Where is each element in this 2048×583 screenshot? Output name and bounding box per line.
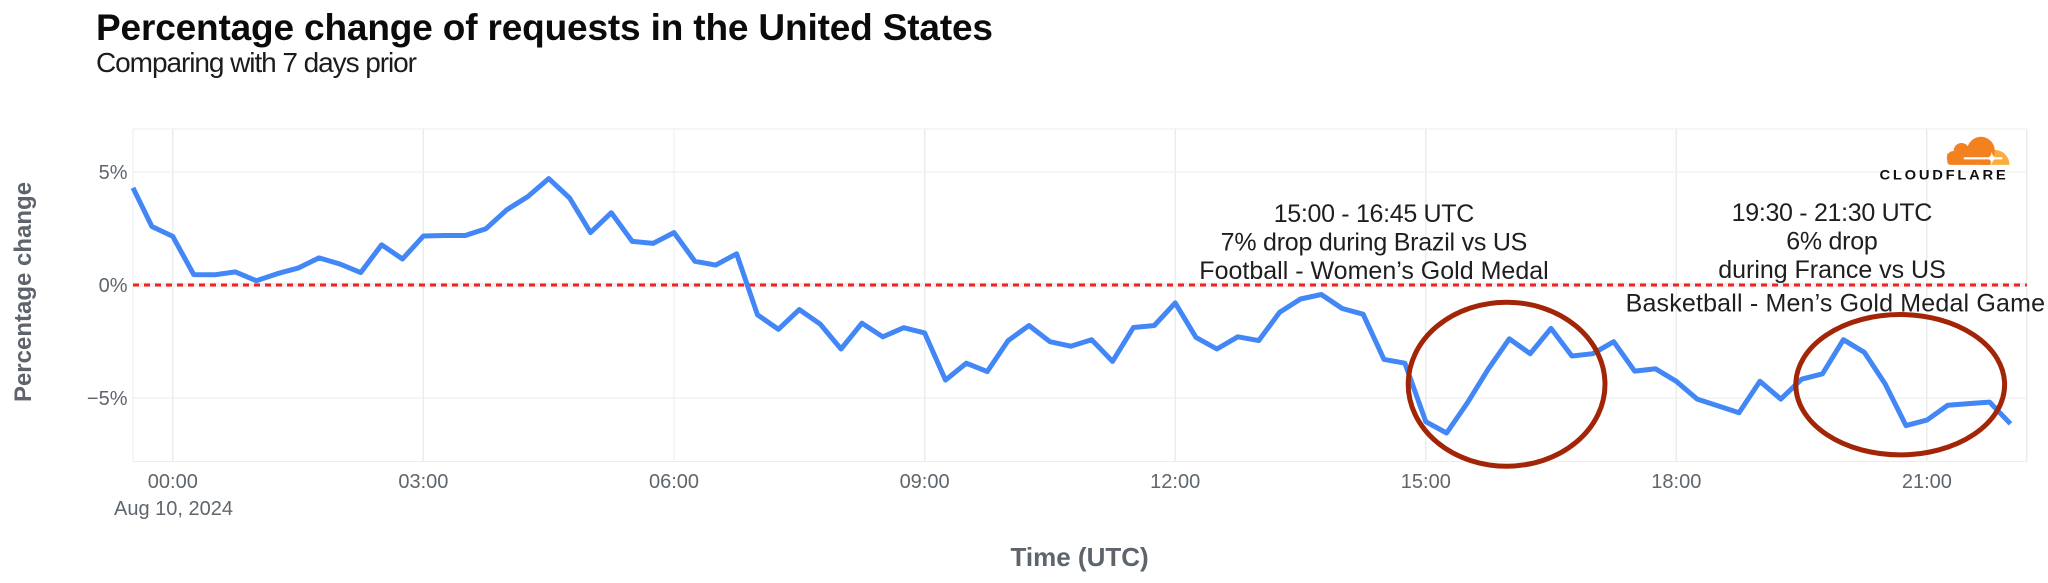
- svg-text:00:00: 00:00: [148, 471, 198, 493]
- svg-text:5%: 5%: [99, 162, 128, 184]
- svg-text:Percentage change of requests: Percentage change of requests in the Uni…: [96, 7, 993, 48]
- svg-text:CLOUDFLARE: CLOUDFLARE: [1880, 167, 2009, 182]
- svg-text:0%: 0%: [99, 275, 128, 297]
- svg-text:Football - Women’s Gold Medal: Football - Women’s Gold Medal: [1199, 257, 1548, 285]
- svg-text:09:00: 09:00: [900, 471, 950, 493]
- svg-text:7% drop during Brazil vs US: 7% drop during Brazil vs US: [1221, 229, 1528, 257]
- svg-text:6% drop: 6% drop: [1786, 228, 1878, 256]
- svg-text:Aug 10, 2024: Aug 10, 2024: [114, 498, 233, 520]
- svg-text:03:00: 03:00: [398, 471, 448, 493]
- svg-text:15:00 - 16:45 UTC: 15:00 - 16:45 UTC: [1274, 200, 1475, 228]
- svg-text:15:00: 15:00: [1401, 471, 1451, 493]
- svg-text:21:00: 21:00: [1902, 471, 1952, 493]
- svg-text:12:00: 12:00: [1150, 471, 1200, 493]
- svg-text:Percentage change: Percentage change: [10, 182, 37, 402]
- svg-text:18:00: 18:00: [1651, 471, 1701, 493]
- svg-text:19:30 - 21:30 UTC: 19:30 - 21:30 UTC: [1732, 199, 1933, 227]
- svg-text:06:00: 06:00: [649, 471, 699, 493]
- svg-text:Time (UTC): Time (UTC): [1010, 542, 1148, 572]
- svg-text:−5%: −5%: [87, 388, 128, 410]
- svg-text:Basketball - Men’s Gold Medal: Basketball - Men’s Gold Medal Game: [1626, 290, 2045, 318]
- svg-text:during France vs US: during France vs US: [1718, 256, 1946, 284]
- svg-text:Comparing with 7 days prior: Comparing with 7 days prior: [96, 47, 417, 78]
